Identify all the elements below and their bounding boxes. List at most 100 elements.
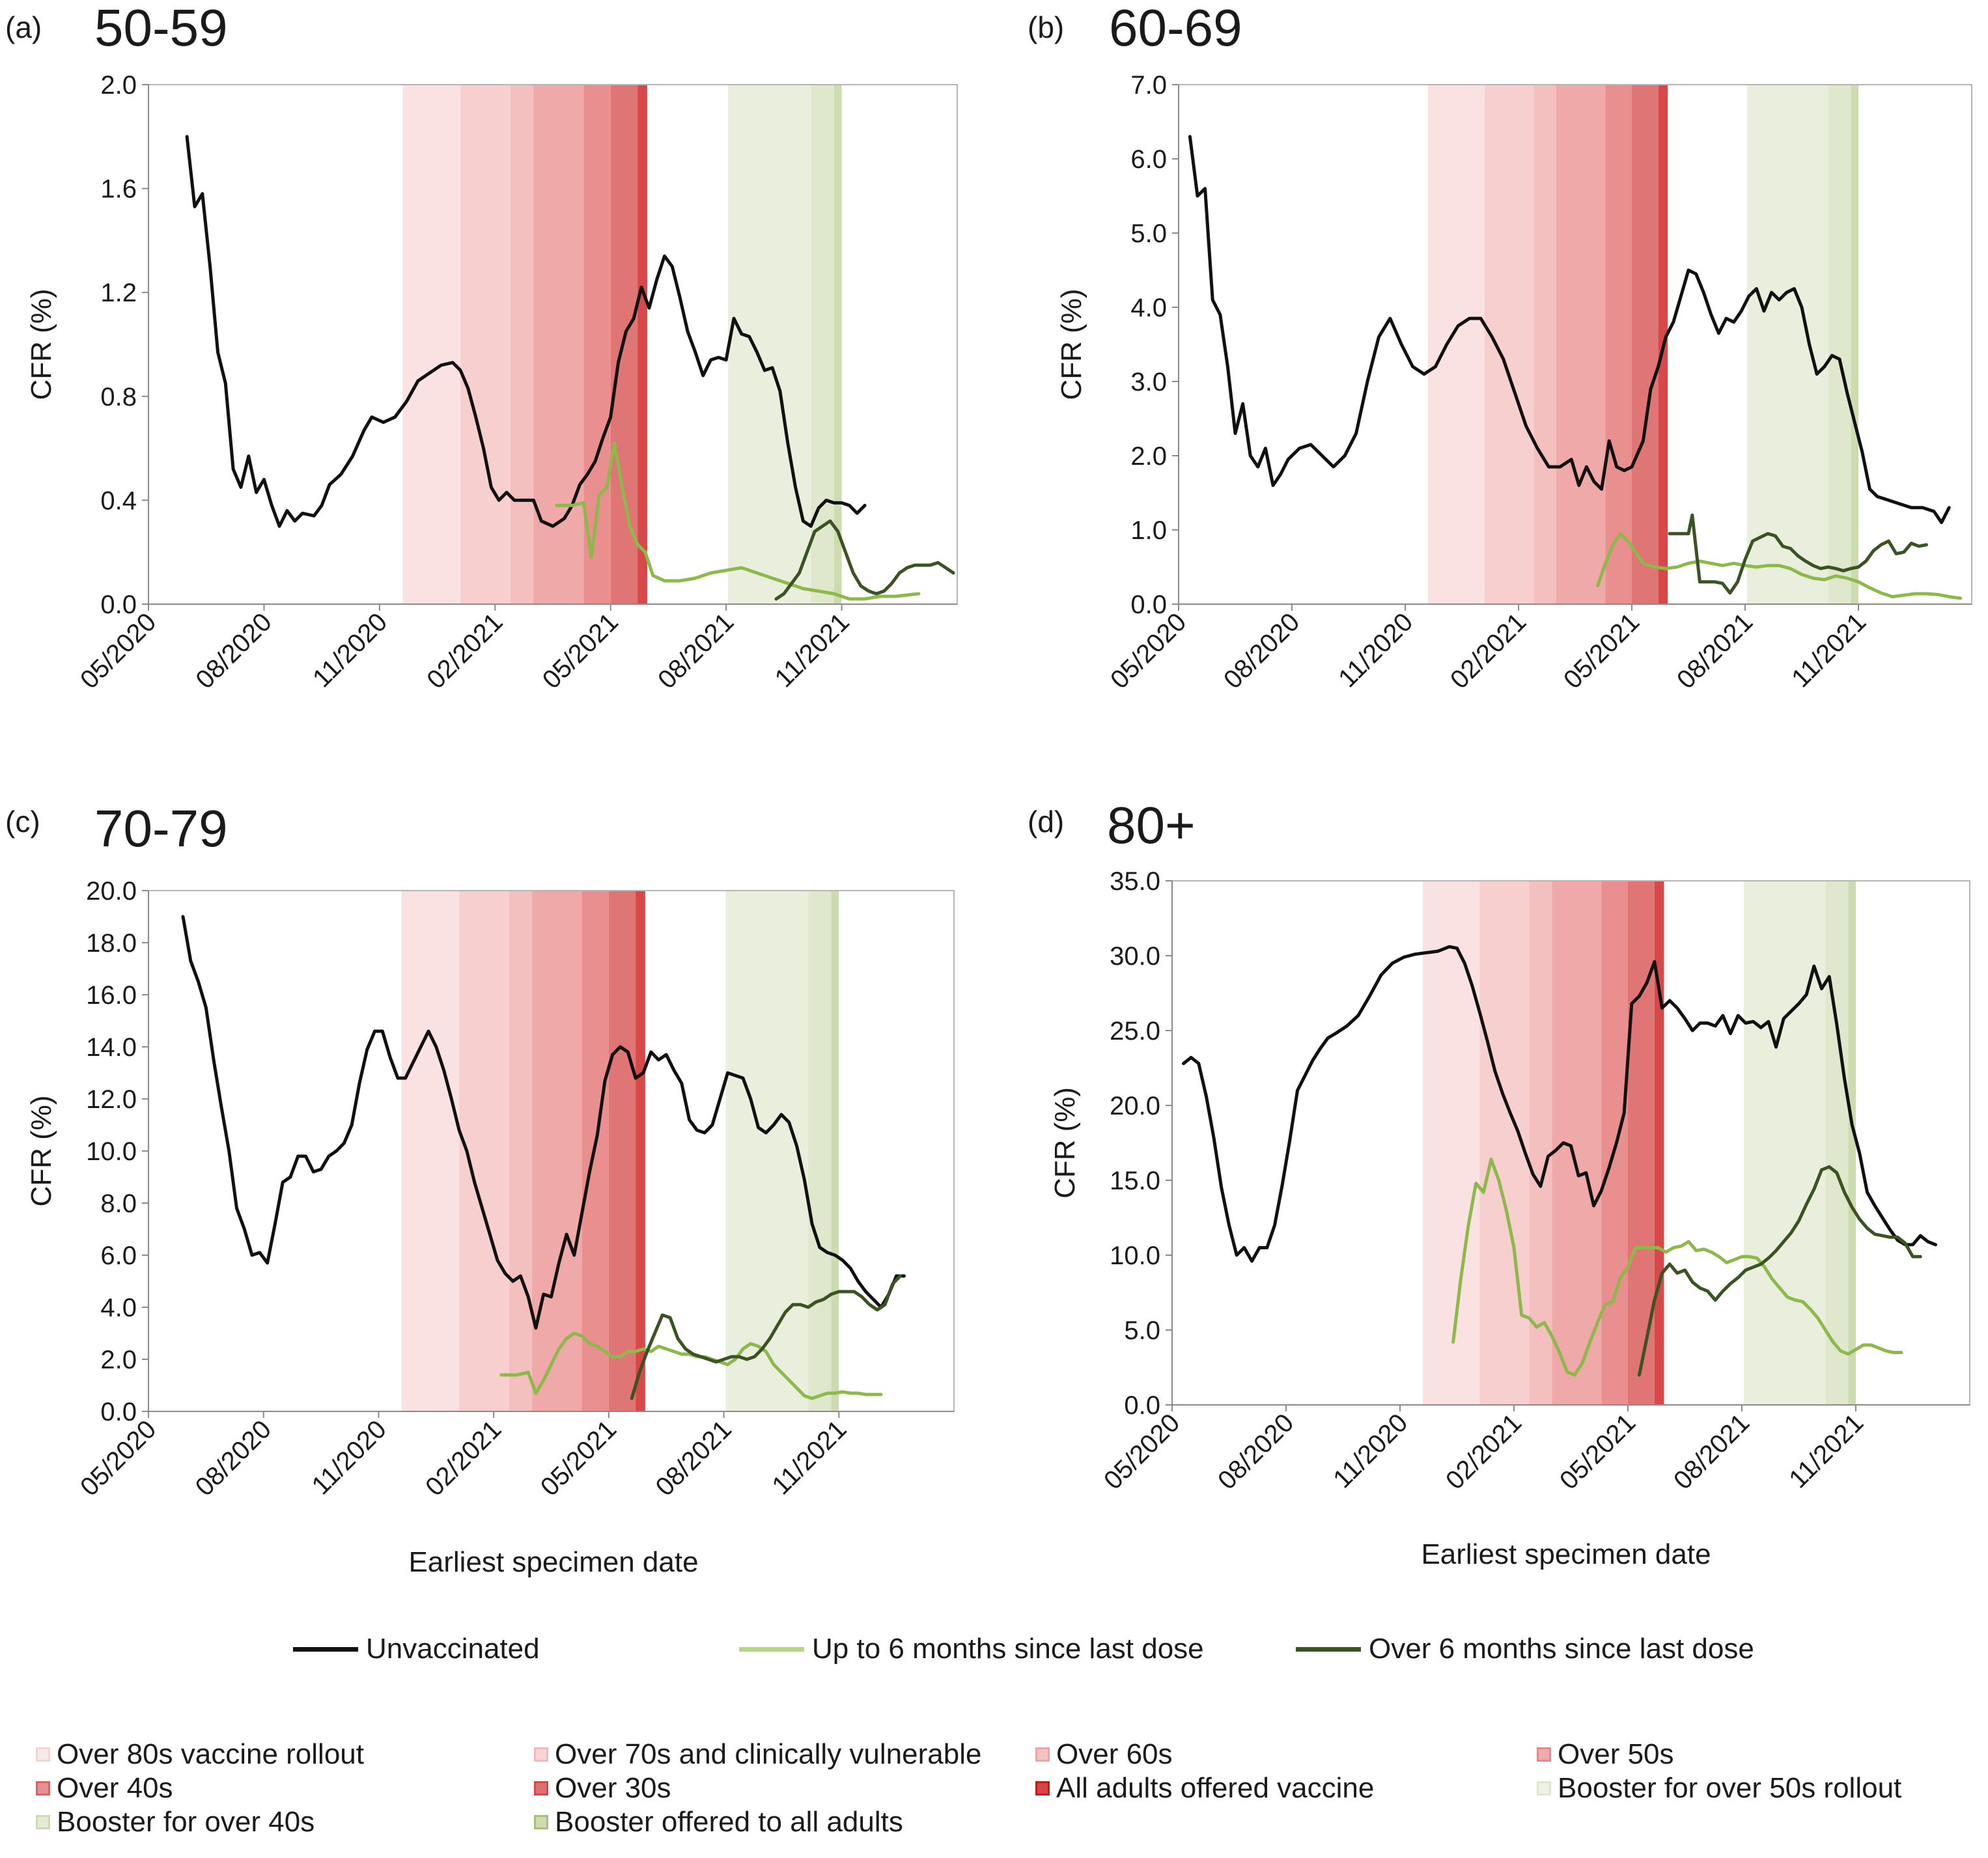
legend-band-over80: Over 80s vaccine rollout	[36, 1738, 364, 1771]
band-1	[1484, 85, 1534, 604]
band-2	[509, 891, 533, 1411]
x-tick-label: 08/2021	[651, 1415, 737, 1501]
series-line-unvaccinated	[1182, 945, 1937, 1263]
legend-band-booster40: Booster for over 40s	[36, 1806, 315, 1838]
legend-band-over60: Over 60s	[1035, 1738, 1173, 1771]
x-axis-title: Earliest specimen date	[408, 1546, 698, 1578]
series-line-over6	[1638, 1165, 1922, 1377]
y-axis-title: CFR (%)	[25, 1095, 57, 1206]
y-tick-label: 1.6	[100, 175, 137, 204]
legend-band-over40-label: Over 40s	[57, 1772, 173, 1804]
y-tick-label: 0.0	[100, 590, 137, 619]
y-tick-label: 3.0	[1130, 368, 1167, 396]
legend-band-over70: Over 70s and clinically vulnerable	[534, 1738, 981, 1771]
x-tick-label: 05/2020	[75, 1415, 161, 1501]
band-7	[728, 85, 811, 604]
band-0	[1423, 881, 1480, 1405]
legend-band-booster-all-swatch	[534, 1815, 548, 1829]
panel-b-60-69: 0.0 1.0 2.0 3.0 4.0 5.0 6.0 7.0 05/2020 08/2020 11…	[1028, 0, 1972, 695]
x-tick-label: 05/2021	[535, 1415, 622, 1501]
legend-band-booster-all-label: Booster offered to all adults	[555, 1806, 903, 1838]
legend-band-booster50-label: Booster for over 50s rollout	[1558, 1772, 1902, 1804]
band-0	[401, 891, 460, 1411]
x-tick-label: 08/2020	[190, 607, 277, 694]
y-tick-label: 4.0	[1130, 294, 1167, 322]
legend-over6-swatch	[1296, 1646, 1361, 1652]
band-2	[1529, 881, 1552, 1405]
y-tick-label: 10.0	[1110, 1241, 1160, 1270]
legend-upto6-swatch	[739, 1646, 804, 1652]
y-tick-label: 4.0	[100, 1294, 137, 1322]
y-tick-label: 2.0	[100, 71, 137, 100]
y-tick-label: 1.0	[1130, 516, 1167, 545]
band-9	[831, 891, 839, 1411]
y-tick-label: 0.8	[100, 383, 137, 411]
legend-band-booster-all: Booster offered to all adults	[534, 1806, 903, 1838]
y-tick-label: 20.0	[86, 877, 137, 906]
y-tick-label: 25.0	[1110, 1017, 1160, 1046]
y-tick-label: 8.0	[100, 1189, 137, 1218]
band-6	[636, 891, 645, 1411]
y-tick-label: 20.0	[1110, 1092, 1160, 1120]
x-tick-label: 11/2020	[1328, 1408, 1413, 1493]
series-line-unvaccinated	[185, 135, 867, 528]
y-tick-label: 2.0	[1130, 442, 1167, 471]
legend-band-over50-swatch	[1537, 1747, 1551, 1762]
y-tick-label: 18.0	[86, 929, 137, 958]
panel-letter: (b)	[1028, 10, 1064, 44]
legend-band-over40-swatch	[36, 1781, 50, 1796]
y-axis-title: CFR (%)	[25, 288, 57, 400]
panel-letter: (c)	[5, 805, 40, 839]
y-tick-label: 16.0	[86, 981, 137, 1010]
y-tick-label: 15.0	[1110, 1167, 1160, 1195]
x-tick-label: 11/2020	[1333, 607, 1418, 693]
band-3	[533, 85, 584, 604]
band-8	[1828, 85, 1851, 604]
legend-band-over60-label: Over 60s	[1056, 1738, 1173, 1770]
legend-band-booster40-swatch	[36, 1815, 50, 1829]
y-tick-label: 30.0	[1110, 942, 1160, 971]
legend-band-over50: Over 50s	[1537, 1738, 1674, 1771]
legend-over6: Over 6 months since last dose	[1296, 1633, 1754, 1665]
series-line-unvaccinated	[181, 915, 906, 1330]
y-axis-title: CFR (%)	[1049, 1087, 1081, 1199]
legend-upto6: Up to 6 months since last dose	[739, 1633, 1204, 1665]
y-tick-label: 5.0	[1124, 1316, 1160, 1345]
x-tick-label: 05/2020	[1105, 607, 1192, 694]
y-tick-label: 7.0	[1130, 71, 1167, 100]
legend-band-over80-label: Over 80s vaccine rollout	[57, 1738, 364, 1770]
panel-title: 60-69	[1109, 0, 1242, 57]
y-axis-title: CFR (%)	[1056, 288, 1087, 400]
band-4	[1601, 881, 1628, 1405]
y-tick-label: 0.0	[100, 1398, 137, 1426]
y-tick-label: 6.0	[100, 1241, 137, 1270]
y-tick-label: 1.2	[100, 279, 137, 307]
y-tick-label: 35.0	[1110, 867, 1160, 896]
legend-band-over30: Over 30s	[534, 1772, 671, 1805]
panel-title: 80+	[1107, 796, 1196, 854]
band-6	[637, 85, 647, 604]
x-tick-label: 02/2021	[421, 607, 508, 694]
series-line-over6	[630, 1274, 902, 1400]
chart-legend: Unvaccinated Up to 6 months since last d…	[0, 1621, 1988, 1855]
band-9	[1848, 881, 1856, 1405]
panel-letter: (d)	[1028, 805, 1064, 839]
legend-band-over70-swatch	[534, 1747, 548, 1762]
legend-band-over50-label: Over 50s	[1558, 1738, 1674, 1770]
series-line-upto6	[1596, 532, 1963, 600]
legend-band-booster50-swatch	[1537, 1781, 1551, 1796]
x-tick-label: 08/2020	[1218, 607, 1305, 694]
y-tick-label: 10.0	[86, 1137, 137, 1166]
band-2	[510, 85, 534, 604]
x-tick-label: 08/2020	[190, 1415, 277, 1501]
band-1	[460, 85, 511, 604]
panel-c-70-79: 0.0 2.0 4.0 6.0 8.0 10.0 12.0 14.0 16.0 18.0 20.0 0…	[5, 799, 955, 1578]
y-tick-label: 6.0	[1130, 145, 1167, 174]
y-tick-label: 14.0	[86, 1033, 137, 1062]
x-axis-title: Earliest specimen date	[1421, 1538, 1711, 1570]
band-0	[402, 85, 461, 604]
panel-letter: (a)	[5, 10, 42, 44]
band-7	[725, 891, 809, 1411]
y-tick-label: 12.0	[86, 1085, 137, 1114]
